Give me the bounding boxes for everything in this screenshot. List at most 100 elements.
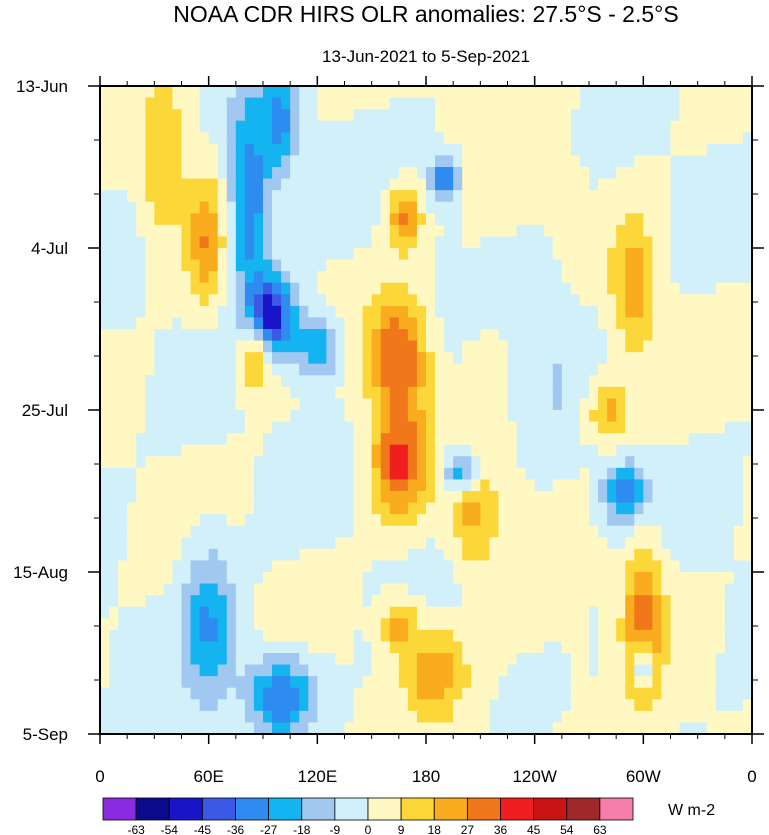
heatmap-cell (643, 699, 653, 712)
heatmap-cell (281, 537, 291, 550)
heatmap-cell (462, 502, 472, 515)
heatmap-cell (480, 305, 490, 319)
heatmap-cell (172, 155, 183, 168)
heatmap-cell (235, 97, 246, 110)
heatmap-cell (453, 329, 463, 342)
heatmap-cell (217, 676, 228, 689)
heatmap-cell (118, 618, 128, 631)
heatmap-cell (516, 340, 527, 353)
heatmap-cell (371, 502, 382, 515)
heatmap-cell (579, 444, 590, 457)
heatmap-cell (742, 271, 752, 284)
heatmap-cell (371, 479, 382, 492)
heatmap-cell (670, 491, 681, 504)
heatmap-cell (688, 722, 699, 734)
heatmap-cell (498, 456, 509, 469)
heatmap-cell (552, 572, 563, 585)
heatmap-cell (670, 410, 681, 423)
heatmap-cell (244, 352, 255, 365)
heatmap-cell (290, 722, 300, 734)
heatmap-cell (389, 653, 400, 666)
heatmap-cell (118, 421, 128, 434)
heatmap-cell (127, 167, 137, 180)
heatmap-cell (534, 329, 545, 342)
heatmap-cell (145, 664, 155, 677)
heatmap-cell (380, 120, 391, 133)
heatmap-cell (453, 641, 463, 654)
heatmap-cell (244, 722, 255, 734)
heatmap-cell (263, 629, 273, 643)
heatmap-cell (652, 676, 663, 689)
heatmap-cell (498, 548, 509, 562)
heatmap-cell (208, 467, 219, 481)
heatmap-cell (181, 491, 192, 504)
heatmap-cell (281, 687, 291, 700)
heatmap-cell (281, 201, 291, 214)
heatmap-cell (670, 514, 681, 527)
heatmap-cell (543, 618, 554, 631)
heatmap-cell (407, 363, 418, 376)
heatmap-cell (525, 583, 536, 596)
heatmap-cell (444, 224, 454, 238)
heatmap-cell (172, 259, 183, 272)
heatmap-cell (290, 294, 300, 307)
heatmap-cell (733, 236, 744, 249)
heatmap-cell (416, 572, 427, 585)
heatmap-cell (697, 329, 708, 342)
heatmap-cell (272, 456, 282, 469)
heatmap-cell (244, 398, 255, 411)
heatmap-cell (190, 109, 201, 122)
heatmap-cell (453, 340, 463, 353)
heatmap-cell (498, 398, 509, 411)
heatmap-cell (353, 676, 364, 689)
heatmap-cell (480, 664, 490, 677)
heatmap-cell (371, 722, 382, 734)
heatmap-cell (561, 282, 572, 295)
heatmap-cell (697, 618, 708, 631)
heatmap-cell (625, 560, 635, 573)
heatmap-cell (199, 120, 210, 133)
heatmap-cell (561, 687, 572, 700)
heatmap-cell (570, 236, 581, 249)
heatmap-cell (679, 560, 690, 573)
y-tick-label: 4-Jul (31, 239, 68, 258)
heatmap-cell (127, 224, 137, 238)
heatmap-cell (154, 236, 164, 249)
heatmap-cell (525, 421, 536, 434)
heatmap-cell (172, 502, 183, 515)
heatmap-cell (253, 294, 264, 307)
heatmap-cell (625, 86, 635, 99)
heatmap-cell (688, 305, 699, 319)
heatmap-cell (607, 722, 617, 734)
heatmap-cell (416, 537, 427, 550)
heatmap-cell (453, 143, 463, 157)
heatmap-cell (435, 224, 445, 238)
heatmap-cell (661, 595, 672, 608)
heatmap-cell (416, 641, 427, 654)
heatmap-cell (480, 375, 490, 388)
heatmap-cell (561, 201, 572, 214)
heatmap-cell (480, 236, 490, 249)
heatmap-cell (100, 109, 110, 122)
heatmap-cell (407, 178, 418, 191)
heatmap-cell (607, 433, 617, 446)
heatmap-cell (742, 398, 752, 411)
heatmap-cell (290, 514, 300, 527)
heatmap-cell (598, 410, 608, 423)
heatmap-cell (516, 109, 527, 122)
heatmap-cell (552, 363, 563, 376)
heatmap-cell (380, 97, 391, 110)
heatmap-cell (145, 178, 155, 191)
heatmap-cell (679, 97, 690, 110)
heatmap-cell (543, 629, 554, 643)
heatmap-cell (172, 687, 183, 700)
heatmap-cell (679, 305, 690, 319)
heatmap-cell (398, 629, 409, 643)
heatmap-cell (543, 410, 554, 423)
heatmap-cell (109, 514, 119, 527)
heatmap-cell (589, 548, 599, 562)
heatmap-cell (589, 687, 599, 700)
heatmap-cell (308, 456, 318, 469)
heatmap-cell (652, 282, 663, 295)
heatmap-cell (534, 664, 545, 677)
